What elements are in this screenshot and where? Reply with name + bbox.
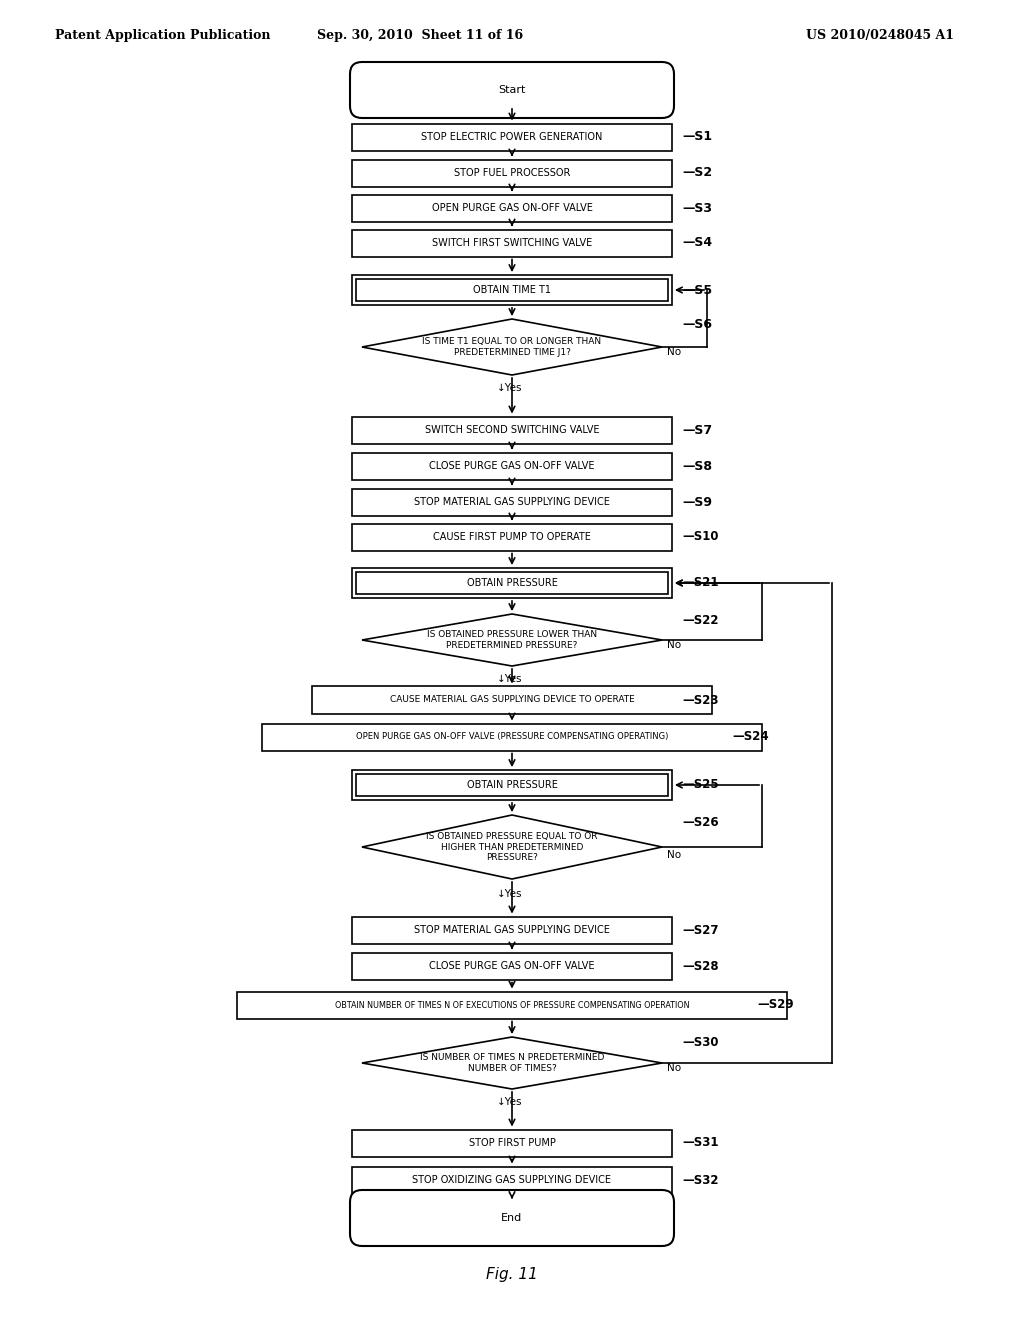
- Text: —S21: —S21: [682, 577, 719, 590]
- Polygon shape: [362, 319, 662, 375]
- Text: —S23: —S23: [682, 693, 719, 706]
- Text: OPEN PURGE GAS ON-OFF VALVE: OPEN PURGE GAS ON-OFF VALVE: [431, 203, 593, 213]
- FancyBboxPatch shape: [352, 488, 672, 516]
- Text: CAUSE FIRST PUMP TO OPERATE: CAUSE FIRST PUMP TO OPERATE: [433, 532, 591, 543]
- Bar: [352, 275, 672, 305]
- Text: —S27: —S27: [682, 924, 719, 936]
- FancyBboxPatch shape: [237, 991, 787, 1019]
- Text: —S26: —S26: [682, 816, 719, 829]
- Text: —S5: —S5: [682, 284, 712, 297]
- Text: OBTAIN TIME T1: OBTAIN TIME T1: [473, 285, 551, 294]
- Text: No: No: [667, 1063, 681, 1073]
- Text: STOP MATERIAL GAS SUPPLYING DEVICE: STOP MATERIAL GAS SUPPLYING DEVICE: [414, 925, 610, 935]
- Text: —S25: —S25: [682, 779, 719, 792]
- Text: STOP OXIDIZING GAS SUPPLYING DEVICE: STOP OXIDIZING GAS SUPPLYING DEVICE: [413, 1175, 611, 1185]
- Text: CLOSE PURGE GAS ON-OFF VALVE: CLOSE PURGE GAS ON-OFF VALVE: [429, 961, 595, 972]
- FancyBboxPatch shape: [350, 62, 674, 117]
- Text: Start: Start: [499, 84, 525, 95]
- FancyBboxPatch shape: [352, 916, 672, 944]
- Bar: [356, 572, 668, 594]
- FancyBboxPatch shape: [352, 417, 672, 444]
- Text: CLOSE PURGE GAS ON-OFF VALVE: CLOSE PURGE GAS ON-OFF VALVE: [429, 461, 595, 471]
- Text: —S6: —S6: [682, 318, 712, 331]
- Text: ↓Yes: ↓Yes: [497, 675, 522, 684]
- Text: IS OBTAINED PRESSURE LOWER THAN
PREDETERMINED PRESSURE?: IS OBTAINED PRESSURE LOWER THAN PREDETER…: [427, 630, 597, 649]
- Text: —S28: —S28: [682, 960, 719, 973]
- Text: CAUSE MATERIAL GAS SUPPLYING DEVICE TO OPERATE: CAUSE MATERIAL GAS SUPPLYING DEVICE TO O…: [389, 696, 635, 705]
- Text: STOP FUEL PROCESSOR: STOP FUEL PROCESSOR: [454, 168, 570, 178]
- Text: —S29: —S29: [757, 998, 794, 1011]
- Polygon shape: [362, 614, 662, 667]
- Text: ↓Yes: ↓Yes: [497, 1097, 522, 1107]
- Text: —S24: —S24: [732, 730, 769, 743]
- Text: —S2: —S2: [682, 166, 712, 180]
- Text: —S3: —S3: [682, 202, 712, 214]
- Text: —S31: —S31: [682, 1137, 719, 1150]
- Text: —S1: —S1: [682, 131, 712, 144]
- FancyBboxPatch shape: [350, 1191, 674, 1246]
- Text: SWITCH FIRST SWITCHING VALVE: SWITCH FIRST SWITCHING VALVE: [432, 238, 592, 248]
- Text: STOP MATERIAL GAS SUPPLYING DEVICE: STOP MATERIAL GAS SUPPLYING DEVICE: [414, 498, 610, 507]
- Text: —S7: —S7: [682, 424, 712, 437]
- FancyBboxPatch shape: [352, 524, 672, 550]
- Text: SWITCH SECOND SWITCHING VALVE: SWITCH SECOND SWITCHING VALVE: [425, 425, 599, 436]
- Text: OBTAIN NUMBER OF TIMES N OF EXECUTIONS OF PRESSURE COMPENSATING OPERATION: OBTAIN NUMBER OF TIMES N OF EXECUTIONS O…: [335, 1001, 689, 1010]
- Text: No: No: [667, 850, 681, 861]
- Text: Patent Application Publication: Patent Application Publication: [55, 29, 270, 41]
- FancyBboxPatch shape: [352, 160, 672, 186]
- Text: OPEN PURGE GAS ON-OFF VALVE (PRESSURE COMPENSATING OPERATING): OPEN PURGE GAS ON-OFF VALVE (PRESSURE CO…: [355, 733, 669, 742]
- Text: OBTAIN PRESSURE: OBTAIN PRESSURE: [467, 780, 557, 789]
- Bar: [356, 279, 668, 301]
- Text: ↓Yes: ↓Yes: [497, 383, 522, 393]
- FancyBboxPatch shape: [352, 1130, 672, 1156]
- Text: —S4: —S4: [682, 236, 712, 249]
- FancyBboxPatch shape: [352, 194, 672, 222]
- Text: OBTAIN PRESSURE: OBTAIN PRESSURE: [467, 578, 557, 587]
- Bar: [352, 568, 672, 598]
- FancyBboxPatch shape: [352, 230, 672, 256]
- Text: STOP ELECTRIC POWER GENERATION: STOP ELECTRIC POWER GENERATION: [421, 132, 603, 143]
- Text: End: End: [502, 1213, 522, 1224]
- Text: —S22: —S22: [682, 614, 719, 627]
- Polygon shape: [362, 1038, 662, 1089]
- FancyBboxPatch shape: [262, 723, 762, 751]
- Text: —S32: —S32: [682, 1173, 719, 1187]
- Text: No: No: [667, 640, 681, 649]
- Text: —S8: —S8: [682, 459, 712, 473]
- Text: IS OBTAINED PRESSURE EQUAL TO OR
HIGHER THAN PREDETERMINED
PRESSURE?: IS OBTAINED PRESSURE EQUAL TO OR HIGHER …: [426, 832, 598, 862]
- Text: US 2010/0248045 A1: US 2010/0248045 A1: [806, 29, 954, 41]
- Text: —S10: —S10: [682, 531, 719, 544]
- Text: —S9: —S9: [682, 495, 712, 508]
- Text: IS TIME T1 EQUAL TO OR LONGER THAN
PREDETERMINED TIME J1?: IS TIME T1 EQUAL TO OR LONGER THAN PREDE…: [423, 338, 601, 356]
- Text: ↓Yes: ↓Yes: [497, 888, 522, 899]
- Bar: [356, 774, 668, 796]
- Text: Sep. 30, 2010  Sheet 11 of 16: Sep. 30, 2010 Sheet 11 of 16: [317, 29, 523, 41]
- Text: IS NUMBER OF TIMES N PREDETERMINED
NUMBER OF TIMES?: IS NUMBER OF TIMES N PREDETERMINED NUMBE…: [420, 1053, 604, 1073]
- Text: No: No: [667, 347, 681, 356]
- FancyBboxPatch shape: [352, 124, 672, 150]
- Text: STOP FIRST PUMP: STOP FIRST PUMP: [469, 1138, 555, 1148]
- Text: —S30: —S30: [682, 1036, 719, 1049]
- FancyBboxPatch shape: [352, 1167, 672, 1193]
- FancyBboxPatch shape: [312, 686, 712, 714]
- FancyBboxPatch shape: [352, 953, 672, 979]
- Text: Fig. 11: Fig. 11: [486, 1267, 538, 1283]
- Bar: [352, 770, 672, 800]
- Polygon shape: [362, 814, 662, 879]
- FancyBboxPatch shape: [352, 453, 672, 479]
